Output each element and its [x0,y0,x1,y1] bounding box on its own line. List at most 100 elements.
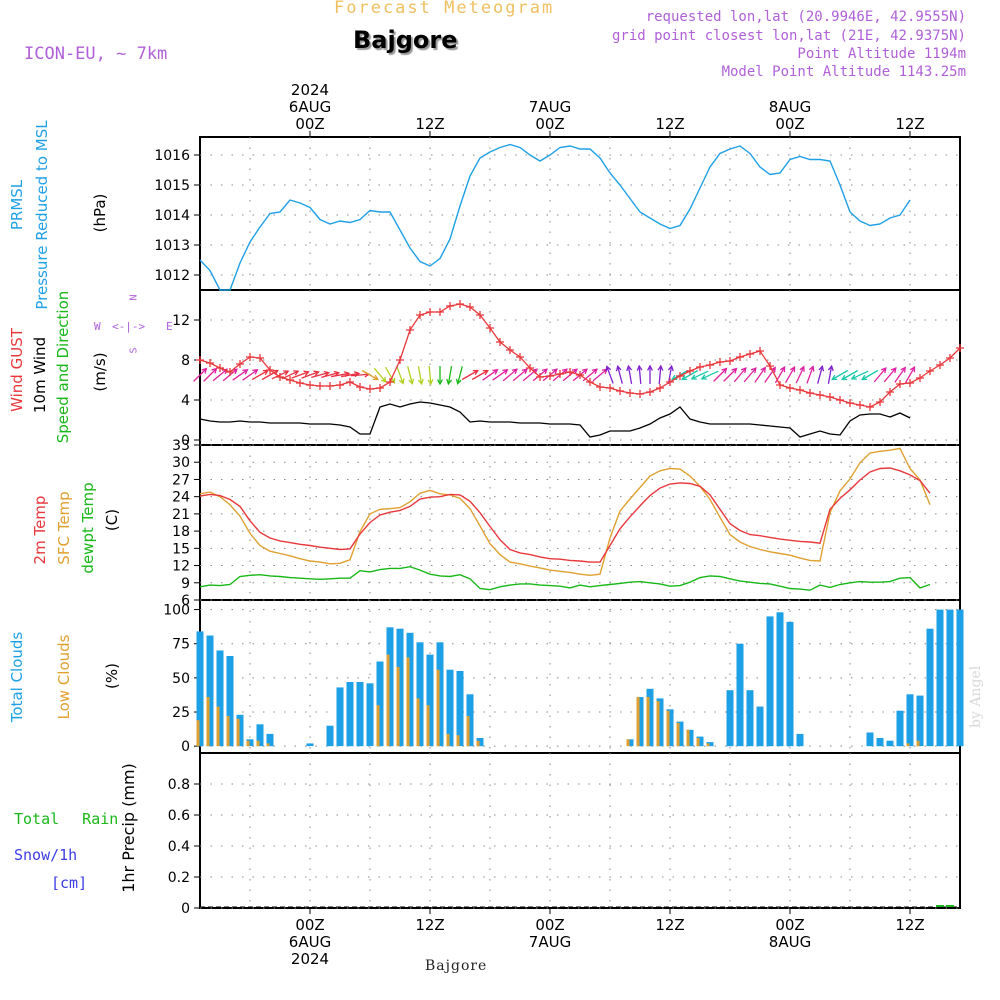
total-cloud-bar [866,732,874,747]
wind-direction-arrowhead [615,364,622,372]
wind-direction-arrowhead [398,378,405,385]
ytick-label-clouds: 25 [172,705,190,721]
ytick-label-wind: 12 [172,313,190,329]
precip-label-cm: [cm] [51,874,88,892]
compass-north: N [128,294,140,301]
total-cloud-bar [936,609,944,747]
temp-label-sfc: SFC Temp [55,491,73,564]
wind-direction-arrowhead [551,368,558,375]
grid-point-coords: grid point closest lon,lat (21E, 42.9375… [611,28,966,44]
wind-direction-arrow [471,369,489,381]
wind-direction-arrow [321,372,339,378]
ytick-label-temperature: 15 [172,541,190,557]
wind-direction-arrow [713,368,727,382]
total-cloud-bar [676,721,684,747]
wind-direction-arrow [242,369,258,381]
wind-direction-arrowhead [831,374,838,381]
compass-west: W [94,320,101,333]
ytick-label-pressure: 1013 [154,238,190,254]
total-cloud-bar [456,671,464,747]
low-cloud-bar [636,697,640,747]
wind-direction-arrow [627,366,633,384]
point-altitude: Point Altitude 1194m [797,46,966,62]
ytick-label-temperature: 33 [172,438,190,454]
low-cloud-bar [436,669,440,747]
wind-gust-marker [776,381,784,389]
wind-direction-arrow [658,365,662,385]
wind-gust-marker [326,382,334,390]
low-cloud-bar [706,743,710,747]
total-cloud-bar [326,725,334,747]
wind-direction-arrow [667,366,673,384]
wind-direction-arrowhead [272,369,279,376]
ytick-label-wind: 8 [181,353,190,369]
pressure-line [199,143,911,291]
low-cloud-bar [656,701,660,747]
sfc-temp-line [199,447,931,577]
wind-direction-arrowhead [372,374,379,381]
total-cloud-bar [736,643,744,747]
wind-gust-marker [306,381,314,389]
wind-gust-marker [256,354,264,362]
wind-direction-arrowhead [446,378,453,386]
wind-direction-arrow [827,366,833,384]
total-cloud-bar [386,627,394,747]
wind-gust-marker [266,366,274,374]
wind-direction-arrow [806,366,814,384]
wind-gust-marker [906,379,914,387]
clouds-label-total: Total Clouds [8,632,26,724]
total-cloud-bar [896,710,904,747]
credit-label: by Angel [968,665,984,728]
total-cloud-bar [446,669,454,747]
compass-south: S [128,347,140,354]
low-cloud-bar [466,716,470,747]
bottom-time-label: 6AUG [289,933,331,951]
precip-label-rain: Total Rain [14,810,119,828]
wind-gust-marker [446,302,454,310]
total-cloud-bar [776,612,784,747]
low-cloud-bar [246,740,250,747]
wind-direction-arrow [522,368,538,382]
wind-gust-marker [576,371,584,379]
total-cloud-bar [226,656,234,747]
wind-direction-arrow [291,371,309,379]
wind-gust-marker [766,362,774,370]
wind-gust-marker [386,378,394,386]
wind-direction-arrow [492,369,508,381]
wind-direction-arrowhead [482,369,489,376]
wind-direction-arrowhead [841,374,848,381]
wind-direction-arrow [904,366,916,384]
wind-direction-arrow [592,368,608,382]
precip-series [200,905,960,908]
wind-direction-arrowhead [667,364,674,372]
total-cloud-bar [336,687,344,747]
wind-gust-marker [356,383,364,391]
wind-speed-line [199,401,911,438]
bottom-time-label: 12Z [895,916,924,934]
total-cloud-bar [356,682,364,747]
wind-direction-arrowhead [909,366,916,373]
wind-direction-arrowhead [437,379,443,386]
wind-gust-marker [556,370,564,378]
ytick-label-temperature: 12 [172,559,190,575]
wind-direction-arrowhead [472,369,479,376]
temperature-series [199,447,931,591]
low-cloud-bar [416,698,420,747]
wind-gust-marker [896,380,904,388]
wind-gust-marker [926,367,934,375]
wind-gust-marker [656,384,664,392]
wind-gust-marker [756,347,764,355]
wind-gust-marker [806,389,814,397]
low-cloud-bar [916,740,920,747]
wind-gust-marker [436,308,444,316]
total-cloud-bar [196,631,204,747]
wind-direction-arrowhead [750,367,757,374]
wind-gust-marker [486,324,494,332]
ytick-label-temperature: 21 [172,507,190,523]
low-cloud-bar [256,740,260,747]
panel-frame-pressure [199,136,961,291]
wind-gust-marker [396,356,404,364]
top-time-label: 12Z [895,115,924,133]
wind-direction-arrow [723,368,737,382]
low-cloud-bar [226,716,230,747]
